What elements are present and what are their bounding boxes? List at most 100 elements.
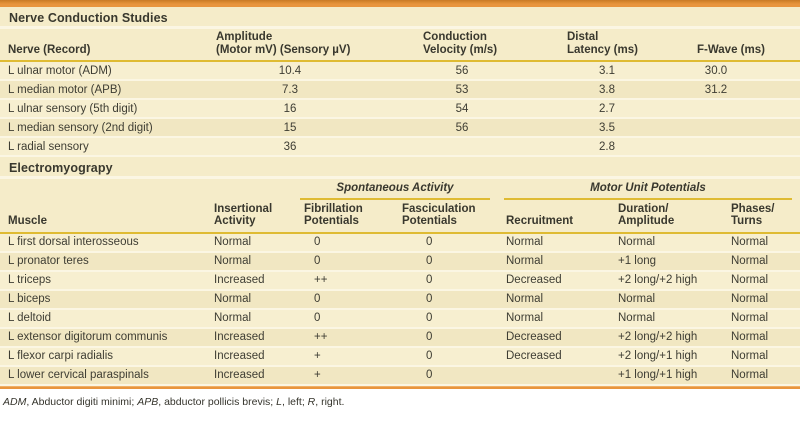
emg-cell: Normal	[725, 327, 800, 348]
emg-cell: L first dorsal interosseous	[0, 232, 210, 253]
emg-cell: +	[300, 346, 398, 367]
emg-col-header-line: Recruitment	[506, 215, 574, 227]
footnote-abbreviation: R	[307, 395, 316, 408]
emg-cell: Increased	[210, 365, 300, 386]
emg-table-head: Spontaneous Activity Motor Unit Potentia…	[0, 179, 800, 234]
ncs-col-header: Distal Latency (ms)	[542, 29, 672, 62]
emg-cell: Normal	[500, 289, 612, 310]
ncs-cell: 16	[212, 99, 382, 119]
emg-col-header: Fibrillation Potentials	[300, 200, 398, 234]
ncs-cell: L radial sensory	[0, 137, 212, 157]
top-accent-bar	[0, 0, 800, 7]
emg-cell: Increased	[210, 270, 300, 291]
motor-unit-potentials-label: Motor Unit Potentials	[504, 182, 792, 200]
ncs-table: Nerve (Record) Amplitude (Motor mV) (Senso…	[0, 29, 800, 157]
table-row: L radial sensory 36 2.8	[0, 137, 800, 157]
ncs-cell: 36	[212, 137, 382, 157]
emg-cell: Increased	[210, 327, 300, 348]
ncs-col-header-line: Distal	[567, 31, 599, 43]
emg-cell: 0	[398, 289, 500, 310]
emg-cell: L flexor carpi radialis	[0, 346, 210, 367]
footnote-segment: , Abductor digiti minimi;	[26, 395, 138, 408]
ncs-cell: 3.5	[542, 118, 672, 138]
ncs-col-header: Amplitude (Motor mV) (Sensory µV)	[212, 29, 382, 62]
ncs-cell	[672, 99, 800, 119]
emg-section-title: Electromyograpy	[0, 157, 800, 179]
ncs-col-header-line: Nerve (Record)	[8, 43, 91, 56]
emg-col-header: Muscle	[0, 200, 210, 234]
footnote-segment: , abductor pollicis brevis;	[158, 395, 277, 408]
emg-table-body: L first dorsal interosseous Normal 0 0 Norma…	[0, 232, 800, 386]
emg-cell: Normal	[210, 308, 300, 329]
table-row: L first dorsal interosseous Normal 0 0 Norma…	[0, 232, 800, 253]
ncs-cell: 56	[382, 61, 542, 81]
emg-cell: Normal	[210, 251, 300, 272]
ncs-col-header-line: Velocity (m/s)	[423, 43, 498, 56]
emg-col-header-line: Activity	[214, 215, 256, 227]
emg-cell: Increased	[210, 346, 300, 367]
emg-col-header: Recruitment	[500, 200, 612, 234]
emg-cell: Normal	[725, 308, 800, 329]
ncs-cell: 7.3	[212, 80, 382, 100]
table-row: L flexor carpi radialis Increased +0 Decrea…	[0, 346, 800, 367]
table-row: L triceps Increased ++ 0 Decreased +2 long/+2…	[0, 270, 800, 291]
emg-col-header: Insertional Activity	[210, 200, 300, 234]
emg-cell: 0	[398, 346, 500, 367]
emg-cell: 0	[300, 251, 398, 272]
bottom-accent-bar	[0, 385, 800, 389]
emg-cell: Normal	[612, 232, 725, 253]
spontaneous-activity-label: Spontaneous Activity	[300, 182, 490, 200]
emg-group-motor-unit-potentials: Motor Unit Potentials	[500, 179, 800, 201]
ncs-cell: L median motor (APB)	[0, 80, 212, 100]
emg-cell: Normal	[210, 289, 300, 310]
emg-cell: Decreased	[500, 346, 612, 367]
ncs-col-header-line: Conduction	[423, 31, 487, 43]
emg-col-header: Phases/Turns	[725, 200, 800, 234]
emg-cell: 0	[398, 365, 500, 386]
emg-cell: L triceps	[0, 270, 210, 291]
ncs-cell: 53	[382, 80, 542, 100]
ncs-col-header-line: (Motor mV) (Sensory µV)	[216, 43, 351, 56]
emg-col-header-line: Fasciculation	[402, 202, 476, 215]
emg-cell: Normal	[725, 346, 800, 367]
emg-cell: Normal	[210, 232, 300, 253]
emg-cell: 0	[300, 308, 398, 329]
emg-cell: Decreased	[500, 327, 612, 348]
ncs-cell: L median sensory (2nd digit)	[0, 118, 212, 138]
emg-cell: Normal	[500, 308, 612, 329]
emg-cell: +1 long/+1 high	[612, 365, 725, 386]
ncs-cell: 54	[382, 99, 542, 119]
emg-col-header-line: Muscle	[8, 215, 47, 227]
emg-cell: L deltoid	[0, 308, 210, 329]
emg-group-header-row: Spontaneous Activity Motor Unit Potentia…	[0, 179, 800, 201]
emg-cell: 0	[398, 327, 500, 348]
emg-cell: Normal	[725, 232, 800, 253]
ncs-col-header: Nerve (Record)	[0, 29, 212, 62]
emg-col-header-line: Fibrillation	[304, 202, 363, 215]
emg-cell	[500, 365, 612, 386]
table-row: L ulnar sensory (5th digit) 16 54 2.7	[0, 99, 800, 119]
ncs-cell	[672, 118, 800, 138]
table-row: L median sensory (2nd digit) 15 56 3.5	[0, 118, 800, 138]
ncs-table-head: Nerve (Record) Amplitude (Motor mV) (Senso…	[0, 29, 800, 62]
table-row: L median motor (APB) 7.3 53 3.8 31.2	[0, 80, 800, 100]
emg-col-header: Fasciculation Potentials	[398, 200, 500, 234]
emg-cell: 0	[300, 232, 398, 253]
emg-cell: Normal	[500, 251, 612, 272]
emg-cell: Normal	[725, 289, 800, 310]
emg-cell: 0	[398, 308, 500, 329]
emg-col-header-line: Potentials	[402, 215, 457, 227]
emg-col-header-line: Turns	[731, 215, 763, 227]
emg-col-header-line: Phases/	[731, 202, 775, 215]
ncs-cell: 30.0	[672, 61, 800, 81]
emg-cell: +	[300, 365, 398, 386]
emg-col-header-line: Insertional	[214, 202, 273, 215]
emg-section-title-text: Electromyograpy	[9, 161, 113, 175]
emg-col-header-line: Potentials	[304, 215, 359, 227]
table-row: L extensor digitorum communis Increased ++…	[0, 327, 800, 348]
emg-cell: ++	[300, 270, 398, 291]
emg-cell: 0	[398, 251, 500, 272]
ncs-col-header-line: F-Wave (ms)	[697, 43, 765, 56]
emg-col-header-line: Duration/	[618, 202, 669, 215]
emg-cell: ++	[300, 327, 398, 348]
